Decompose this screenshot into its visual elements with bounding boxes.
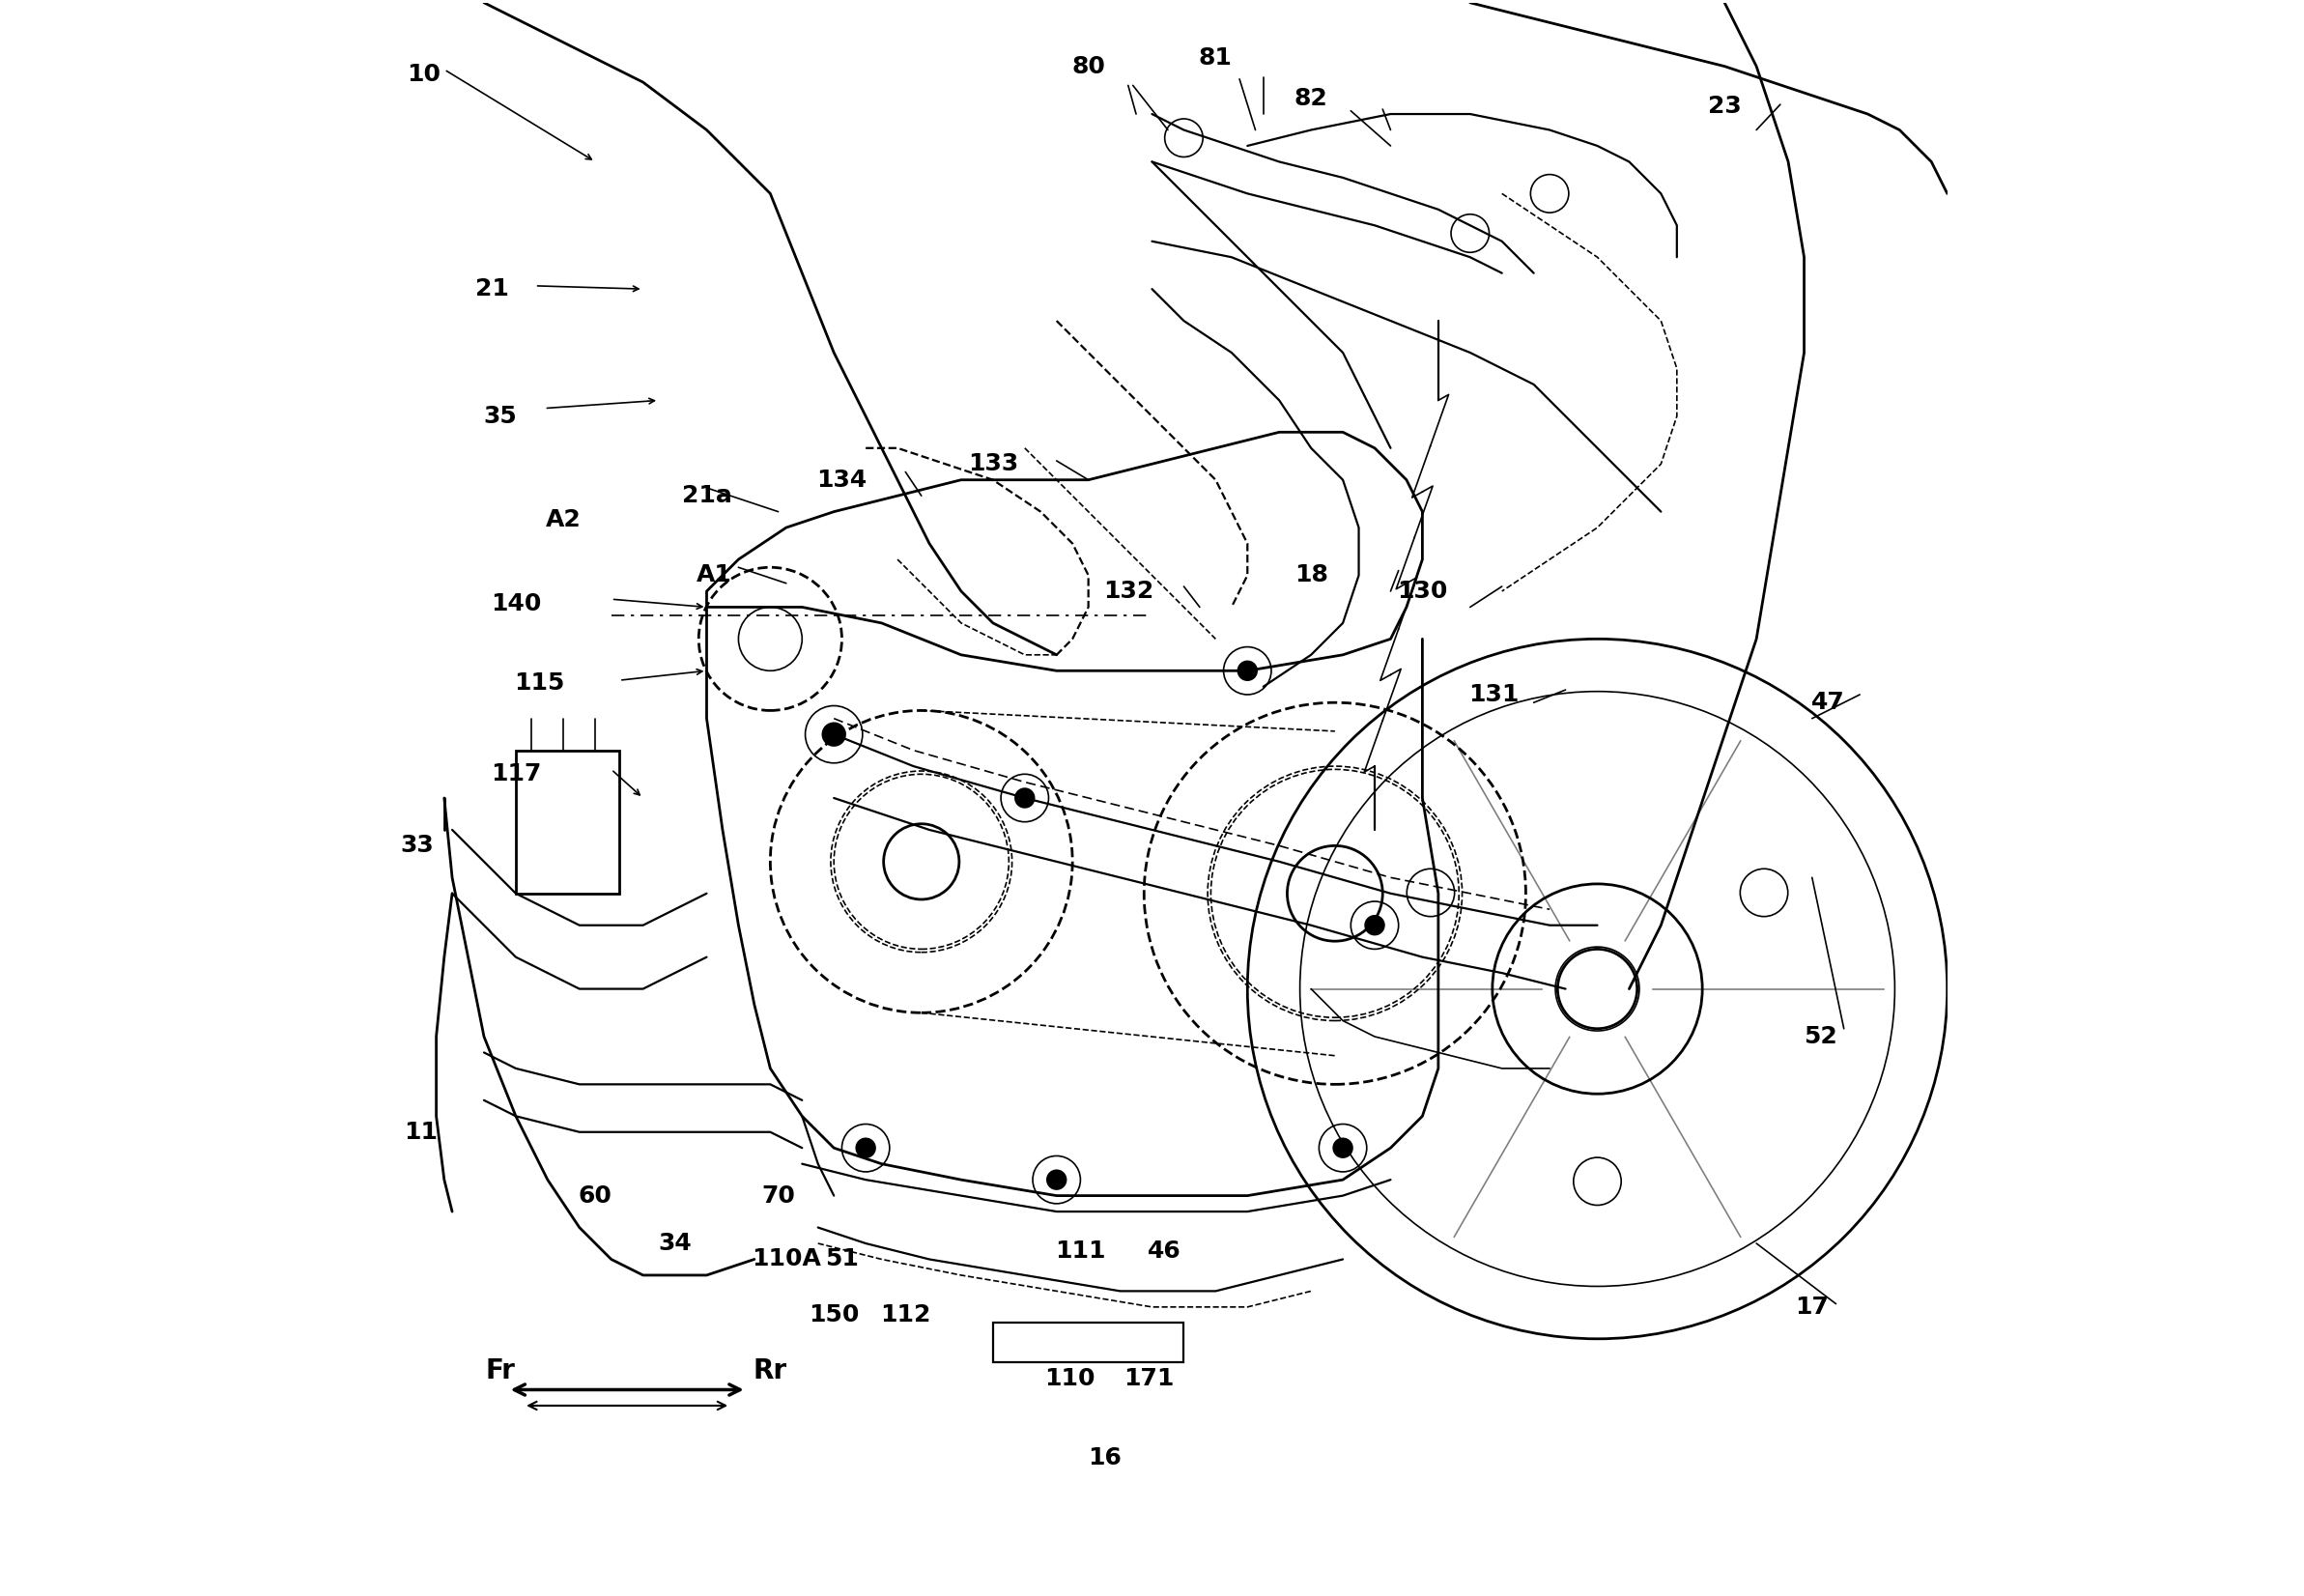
Text: 132: 132 bbox=[1104, 579, 1154, 603]
Text: 10: 10 bbox=[406, 62, 440, 86]
Circle shape bbox=[1366, 916, 1385, 935]
Circle shape bbox=[1334, 1138, 1352, 1157]
Text: 131: 131 bbox=[1468, 683, 1518, 705]
Text: 16: 16 bbox=[1087, 1446, 1122, 1470]
Text: 150: 150 bbox=[809, 1304, 859, 1326]
Text: Fr: Fr bbox=[484, 1357, 514, 1384]
Text: 17: 17 bbox=[1795, 1296, 1829, 1318]
Text: 70: 70 bbox=[760, 1184, 795, 1207]
Circle shape bbox=[823, 723, 846, 745]
Text: 133: 133 bbox=[968, 452, 1018, 476]
Bar bbox=[516, 750, 620, 894]
Text: 51: 51 bbox=[825, 1248, 859, 1270]
Circle shape bbox=[1046, 1170, 1067, 1189]
Text: 110: 110 bbox=[1044, 1368, 1094, 1390]
Circle shape bbox=[1016, 788, 1034, 808]
Text: 60: 60 bbox=[578, 1184, 613, 1207]
Circle shape bbox=[857, 1138, 876, 1157]
Text: 81: 81 bbox=[1198, 46, 1233, 70]
Text: 171: 171 bbox=[1124, 1368, 1175, 1390]
Text: 34: 34 bbox=[659, 1232, 691, 1254]
Text: 115: 115 bbox=[514, 672, 564, 696]
Text: 82: 82 bbox=[1295, 86, 1327, 110]
Text: 21: 21 bbox=[475, 278, 509, 300]
Text: 111: 111 bbox=[1055, 1240, 1106, 1262]
Bar bbox=[993, 1323, 1184, 1363]
Text: A2: A2 bbox=[546, 508, 581, 531]
Text: 46: 46 bbox=[1147, 1240, 1182, 1262]
Text: 140: 140 bbox=[491, 592, 541, 616]
Text: 134: 134 bbox=[816, 468, 866, 492]
Text: 11: 11 bbox=[403, 1120, 438, 1144]
Text: 23: 23 bbox=[1707, 94, 1742, 118]
Text: 117: 117 bbox=[491, 763, 541, 785]
Text: 110A: 110A bbox=[751, 1248, 820, 1270]
Text: 21a: 21a bbox=[682, 484, 733, 508]
Text: 112: 112 bbox=[880, 1304, 931, 1326]
Text: 47: 47 bbox=[1811, 691, 1846, 713]
Text: 33: 33 bbox=[401, 835, 433, 857]
Circle shape bbox=[1237, 661, 1258, 680]
Text: Rr: Rr bbox=[753, 1357, 788, 1384]
Text: 35: 35 bbox=[484, 405, 516, 428]
Text: 80: 80 bbox=[1071, 54, 1106, 78]
Text: 18: 18 bbox=[1295, 563, 1327, 587]
Text: 130: 130 bbox=[1396, 579, 1447, 603]
Text: 52: 52 bbox=[1804, 1025, 1836, 1049]
Text: A1: A1 bbox=[696, 563, 733, 587]
